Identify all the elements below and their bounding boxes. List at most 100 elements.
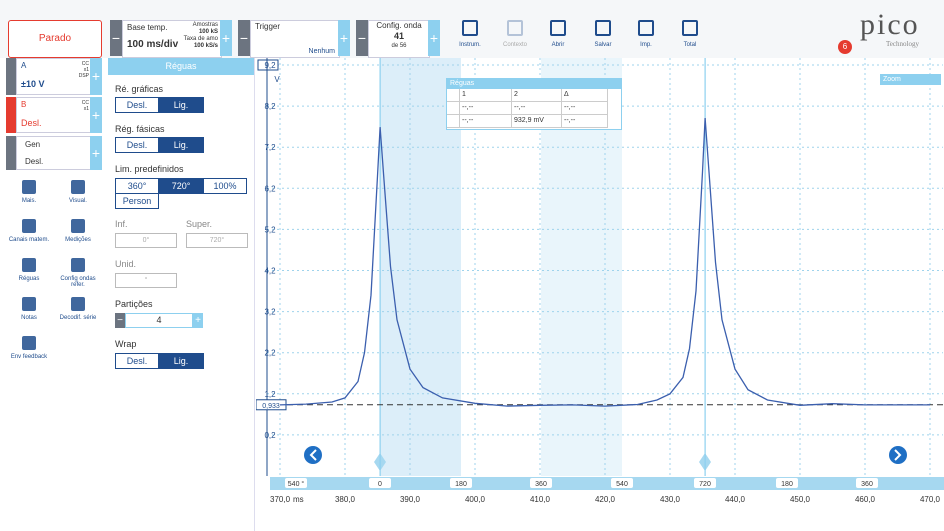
- partitions-input[interactable]: 4: [125, 313, 193, 328]
- channel-a[interactable]: A ±10 V CC x1 DSP: [16, 58, 92, 95]
- toggle-off[interactable]: Desl.: [115, 353, 159, 369]
- tool-icon[interactable]: [22, 297, 36, 311]
- phase-strip: [270, 477, 944, 490]
- trigger-minus[interactable]: −: [238, 20, 250, 56]
- x-tick-label: 370,0: [270, 495, 291, 504]
- channel-b[interactable]: B Desl. CC x1: [16, 97, 92, 133]
- notification-badge[interactable]: 6: [838, 40, 852, 54]
- coupling: CC: [81, 100, 89, 106]
- channel-b-minus[interactable]: [6, 97, 16, 133]
- nav-left[interactable]: [304, 446, 322, 464]
- tool-icon[interactable]: [71, 180, 85, 194]
- limit-button[interactable]: Person: [115, 193, 159, 209]
- tool-label: Medições: [65, 237, 91, 243]
- nav-right[interactable]: [889, 446, 907, 464]
- phase-label: 360: [535, 481, 547, 488]
- reference-label: 0,933: [262, 403, 280, 410]
- waveform-label: Config. onda: [376, 21, 422, 30]
- table-cell: 932,9 mV: [511, 115, 562, 128]
- ruler-table[interactable]: Réguas 1 2 Δ --,-- --,-- --,-- --,-- 932,9 mV --…: [446, 78, 622, 130]
- logo: pico: [860, 8, 920, 41]
- table-cell: 1: [459, 89, 512, 102]
- label: Super.: [186, 219, 213, 229]
- run-button[interactable]: Parado: [8, 20, 102, 58]
- limit-button[interactable]: 100%: [203, 178, 247, 194]
- gen-plus[interactable]: +: [90, 136, 102, 170]
- phase-label: 720: [699, 481, 711, 488]
- toolbar-icon[interactable]: [638, 20, 654, 36]
- channel-a-plus[interactable]: +: [90, 58, 102, 95]
- gen-name: Gen: [25, 140, 41, 149]
- tool-icon[interactable]: [22, 219, 36, 233]
- gen-minus[interactable]: [6, 136, 16, 170]
- toggle-on[interactable]: Lig.: [158, 97, 204, 113]
- trigger-plus[interactable]: +: [338, 20, 350, 56]
- y-tick-label: 2,2: [264, 349, 276, 358]
- x-tick-label: 430,0: [660, 495, 681, 504]
- phase-label: 0: [378, 481, 382, 488]
- channel-name: B: [21, 100, 27, 109]
- table-cell: [447, 102, 460, 115]
- phase-label: 360: [861, 481, 873, 488]
- toolbar-icon[interactable]: [462, 20, 478, 36]
- nav-icon: [894, 449, 902, 461]
- x-tick-label: 470,0: [920, 495, 941, 504]
- tool-icon[interactable]: [22, 258, 36, 272]
- nav-icon: [309, 449, 317, 461]
- tool-label: Decodif. série: [59, 315, 97, 321]
- x-tick-label: 460,0: [855, 495, 876, 504]
- tool-icon[interactable]: [71, 258, 85, 272]
- channel-a-minus[interactable]: [6, 58, 16, 95]
- tool-icon[interactable]: [71, 297, 85, 311]
- y-tick-label: 7,2: [264, 143, 276, 152]
- table-cell: --,--: [511, 102, 562, 115]
- label: Rég. fásicas: [115, 124, 165, 134]
- trigger-box[interactable]: Trigger Nenhum: [250, 20, 340, 58]
- limit-button[interactable]: 360°: [115, 178, 159, 194]
- waveform-plus[interactable]: +: [428, 20, 440, 56]
- toggle-off[interactable]: Desl.: [115, 97, 159, 113]
- lower-input: 0°: [115, 233, 177, 248]
- upper-input: 720°: [186, 233, 248, 248]
- toolbar-icon[interactable]: [682, 20, 698, 36]
- timebase-box[interactable]: Base temp. 100 ms/div Amostras 100 kS Ta…: [122, 20, 222, 58]
- toolbar-icon[interactable]: [550, 20, 566, 36]
- tool-icon[interactable]: [22, 180, 36, 194]
- generator[interactable]: Gen Desl.: [16, 136, 92, 170]
- label: Wrap: [115, 339, 137, 349]
- phase-label: 180: [781, 481, 793, 488]
- channel-range: Desl.: [21, 118, 42, 128]
- toolbar-icon[interactable]: [507, 20, 523, 36]
- probe: x1: [83, 67, 89, 73]
- partitions-minus[interactable]: −: [115, 313, 125, 328]
- toolbar-button-label: Total: [683, 42, 697, 48]
- timebase-minus[interactable]: −: [110, 20, 122, 56]
- label: Inf.: [115, 219, 128, 229]
- channel-b-plus[interactable]: +: [90, 97, 102, 133]
- tool-icon[interactable]: [22, 336, 36, 350]
- toggle-on[interactable]: Lig.: [158, 137, 204, 153]
- waveform-box[interactable]: Config. onda 41 de 56: [368, 20, 430, 58]
- partitions-plus[interactable]: +: [193, 313, 203, 328]
- toggle-off[interactable]: Desl.: [115, 137, 159, 153]
- zoom-box[interactable]: Zoom: [880, 74, 941, 85]
- panel-title: Réguas: [108, 58, 254, 75]
- tool-icon[interactable]: [71, 219, 85, 233]
- rulers-panel: [108, 58, 255, 531]
- table-cell: Δ: [561, 89, 608, 102]
- toolbar-icon[interactable]: [595, 20, 611, 36]
- phase-label-box: [530, 478, 552, 488]
- label: Partições: [115, 299, 153, 309]
- limit-button[interactable]: 720°: [158, 178, 204, 194]
- toggle-on[interactable]: Lig.: [158, 353, 204, 369]
- tool-label: Config ondas refer.: [60, 276, 96, 288]
- timebase-plus[interactable]: +: [220, 20, 232, 56]
- toolbar-button-label: Salvar: [594, 42, 612, 48]
- channel-name: A: [21, 61, 27, 70]
- rate-value: 100 kS/s: [193, 43, 218, 49]
- tool-label: Mais.: [21, 198, 37, 204]
- waveform-minus[interactable]: −: [356, 20, 368, 56]
- y-tick-label: 9,2: [264, 61, 276, 70]
- trigger-mode: Nenhum: [308, 48, 335, 55]
